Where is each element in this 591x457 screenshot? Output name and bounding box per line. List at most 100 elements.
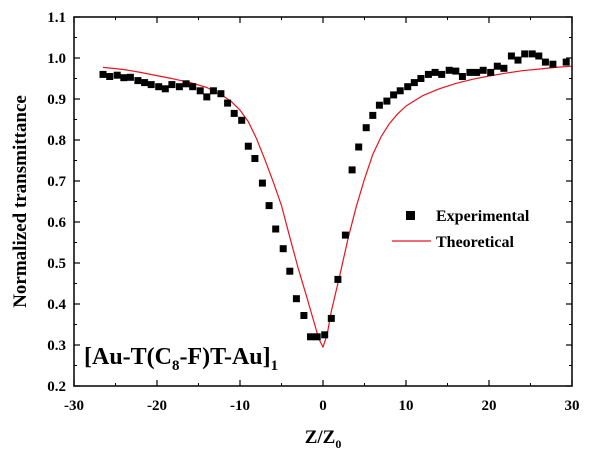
experimental-point xyxy=(458,73,466,80)
experimental-point xyxy=(182,80,190,88)
experimental-point xyxy=(279,245,287,253)
y-axis-label: Normalized transmittance xyxy=(10,95,31,308)
experimental-point xyxy=(189,83,197,91)
experimental-point xyxy=(168,81,176,89)
experimental-point xyxy=(238,116,246,124)
experimental-point xyxy=(500,64,508,72)
experimental-point xyxy=(535,52,543,60)
theoretical-line xyxy=(102,65,573,348)
experimental-point xyxy=(396,87,404,95)
x-tick-label: 0 xyxy=(319,398,327,414)
annotation-subscript-2: 1 xyxy=(271,358,279,374)
y-tick-label: 0.2 xyxy=(47,379,66,395)
experimental-point xyxy=(141,79,149,87)
experimental-point xyxy=(203,93,211,101)
y-tick-label: 0.8 xyxy=(47,133,66,149)
experimental-point xyxy=(528,50,536,58)
experimental-point xyxy=(224,99,232,107)
experimental-point xyxy=(286,267,294,275)
experimental-point xyxy=(369,111,377,119)
experimental-point xyxy=(334,275,342,283)
experimental-point xyxy=(375,101,383,109)
x-tick-label: 10 xyxy=(399,398,414,414)
legend-label-theoretical: Theoretical xyxy=(436,234,514,251)
experimental-point xyxy=(230,109,238,117)
experimental-point xyxy=(155,83,163,91)
experimental-point xyxy=(251,155,259,162)
experimental-point xyxy=(99,70,107,78)
x-tick-label: 30 xyxy=(565,398,580,414)
compound-annotation: [Au-T(C8-F)T-Au]1 xyxy=(84,344,278,374)
experimental-point xyxy=(424,70,432,78)
experimental-point xyxy=(493,62,501,70)
experimental-point xyxy=(410,79,418,87)
experimental-point xyxy=(383,97,391,105)
x-tick-label: -10 xyxy=(230,398,250,414)
experimental-point xyxy=(549,60,557,68)
annotation-subscript-1: 8 xyxy=(172,358,180,374)
experimental-point xyxy=(161,85,169,93)
experimental-point xyxy=(307,333,314,341)
experimental-point xyxy=(466,68,474,76)
experimental-point xyxy=(452,67,460,75)
plot-frame xyxy=(73,16,573,387)
experimental-point xyxy=(217,90,225,98)
experimental-point xyxy=(431,68,439,76)
experimental-point xyxy=(321,331,329,339)
tick-marks xyxy=(73,16,573,387)
experimental-point xyxy=(113,71,121,79)
x-axis-label-subscript: 0 xyxy=(335,437,341,451)
y-tick-label: 0.9 xyxy=(47,92,66,108)
experimental-point xyxy=(404,83,412,91)
experimental-point xyxy=(521,50,529,58)
x-axis-label: Z/Z0 xyxy=(305,427,342,451)
experimental-point xyxy=(244,142,252,150)
experimental-point xyxy=(147,81,155,89)
experimental-point xyxy=(292,295,300,303)
theoretical-curve-layer xyxy=(102,65,573,348)
y-tick-label: 0.4 xyxy=(47,297,66,313)
legend-label-experimental: Experimental xyxy=(436,208,530,225)
experimental-point xyxy=(341,231,349,239)
experimental-point xyxy=(106,73,114,80)
experimental-point xyxy=(541,58,549,66)
experimental-point xyxy=(514,56,522,64)
x-tick-label: -30 xyxy=(64,398,84,414)
experimental-point xyxy=(120,74,128,82)
experimental-point xyxy=(507,52,515,60)
experimental-point xyxy=(126,73,134,81)
experimental-point xyxy=(487,68,495,76)
legend: Experimental Theoretical xyxy=(392,208,530,251)
experimental-point xyxy=(175,83,183,91)
experimental-point xyxy=(362,124,370,132)
y-tick-label: 0.7 xyxy=(47,174,66,190)
experimental-point xyxy=(445,66,453,74)
experimental-point xyxy=(134,77,142,85)
experimental-point xyxy=(473,68,481,76)
experimental-point xyxy=(479,66,487,74)
experimental-point xyxy=(390,91,398,99)
legend-marker-experimental xyxy=(406,211,415,220)
y-tick-label: 0.5 xyxy=(47,256,66,272)
experimental-point xyxy=(258,179,266,187)
experimental-point xyxy=(355,143,363,151)
experimental-points-layer xyxy=(99,50,570,341)
y-tick-label: 0.3 xyxy=(47,338,66,354)
experimental-point xyxy=(265,202,273,210)
y-tick-label: 1.0 xyxy=(47,51,66,67)
experimental-point xyxy=(348,166,356,174)
experimental-point xyxy=(327,314,335,322)
x-tick-label: 20 xyxy=(482,398,497,414)
experimental-point xyxy=(417,75,425,82)
x-tick-label: -20 xyxy=(147,398,167,414)
experimental-point xyxy=(209,87,217,95)
y-tick-label: 1.1 xyxy=(47,10,66,26)
tick-labels: -30 -20 -10 0 10 20 30 0.2 0.3 0.4 0.5 0.6 0.7 0.8 0.9… xyxy=(47,10,579,414)
experimental-point xyxy=(438,70,446,78)
experimental-point xyxy=(196,87,204,95)
experimental-point xyxy=(300,312,308,319)
experimental-point xyxy=(562,58,570,66)
annotation-part2: -F)T-Au] xyxy=(180,344,271,370)
experimental-point xyxy=(313,333,321,341)
